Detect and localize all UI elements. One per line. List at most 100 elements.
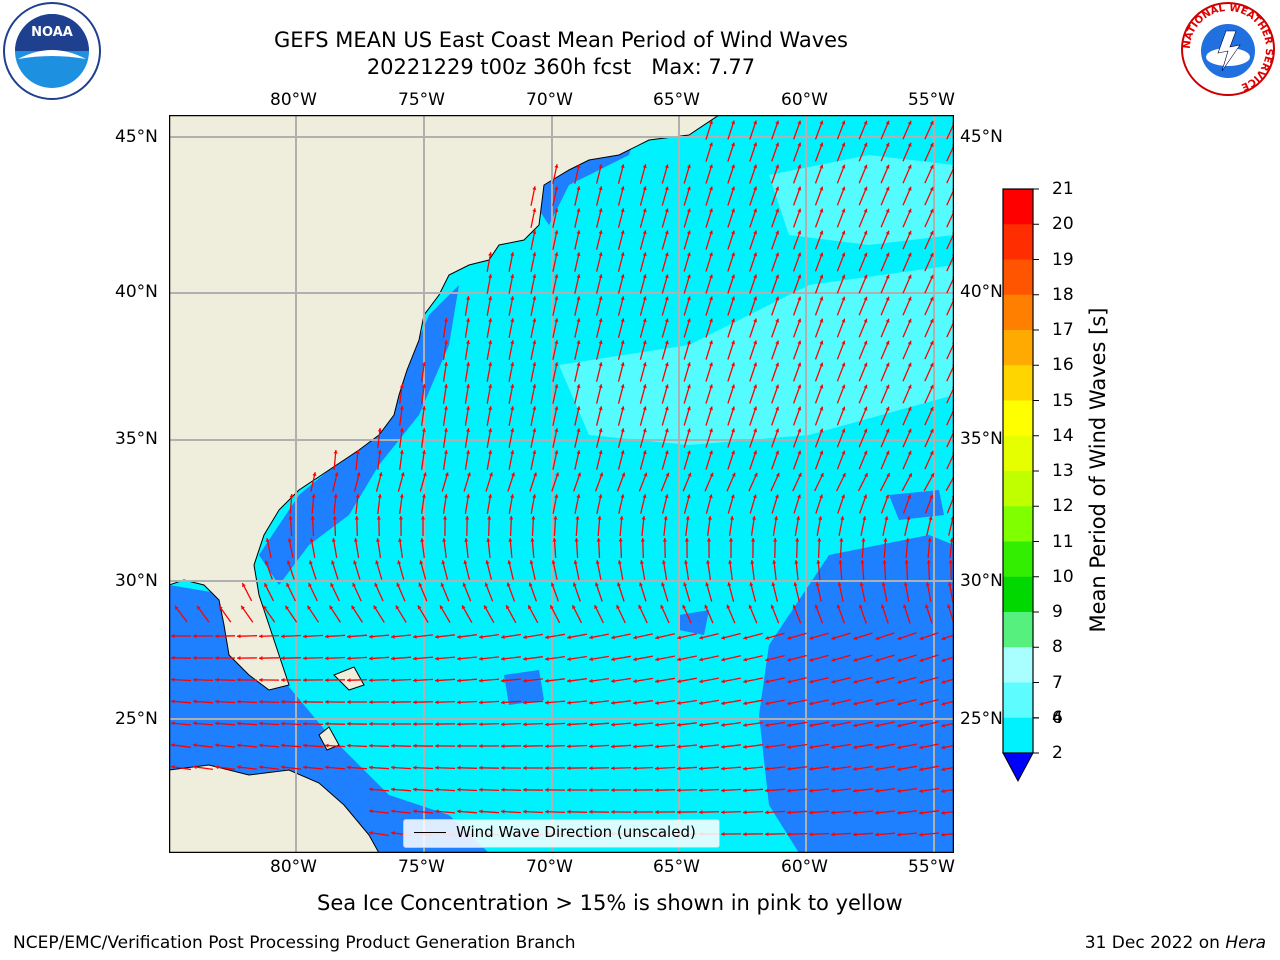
arrow-head [731,164,735,169]
arrow-head [885,274,890,279]
colorbar-tick-label: 21 [1052,179,1074,199]
arrow-head [897,679,902,684]
arrow-head [193,655,197,660]
arrow-head [554,164,559,168]
arrow-head [532,230,537,234]
arrow-head [285,605,289,610]
arrow-head [775,340,780,345]
arrow-head [417,605,422,610]
arrow-head [699,657,703,662]
arrow-head [289,494,294,498]
arrow-head [929,362,934,367]
arrow-head [875,723,879,728]
arrow-head [919,679,924,684]
arrow-head [413,743,417,748]
arrow-head [841,208,846,213]
lon-label-top: 55°W [908,90,955,110]
arrow-head [775,186,780,191]
arrow-head [863,164,868,169]
arrow-head [567,787,571,792]
arrow-head [215,677,219,682]
arrow-head [611,722,615,727]
arrow-head [831,788,835,793]
arrow-head [862,516,867,520]
arrow-head [310,516,315,520]
arrow-head [376,538,380,542]
arrow-head [639,560,644,564]
arrow-head [466,472,471,477]
arrow-head [731,472,736,477]
arrow-head [753,120,758,125]
arrow-head [863,450,868,455]
arrow-head [633,788,637,793]
arrow-head [930,473,934,478]
arrow-head [753,296,758,301]
arrow-head [439,605,444,610]
arrow-head [748,604,753,609]
arrow-head [642,384,647,389]
arrow-head [907,406,912,411]
arrow-head [775,274,780,279]
arrow-head [479,722,483,727]
arrow-head [532,252,537,256]
arrow-head [831,636,836,640]
arrow-head [215,743,219,748]
arrow-head [545,656,549,661]
arrow-head [506,582,511,587]
arrow-head [860,560,865,564]
arrow-head [706,538,711,542]
arrow-head [863,230,868,235]
arrow-head [523,766,527,771]
arrow-head [485,560,490,565]
arrow-head [907,318,912,323]
arrow-head [598,208,603,213]
colorbar-segment [1003,647,1033,683]
arrow-head [926,560,931,564]
arrow-head [721,679,725,684]
arrow-head [598,362,603,367]
arrow-head [775,230,780,235]
arrow-head [435,678,439,683]
arrow-head [885,208,890,213]
arrow-head [642,428,647,433]
arrow-head [532,384,537,388]
lat-label-left: 45°N [115,127,158,147]
colorbar-tick-label: 19 [1052,249,1074,270]
arrow-head [929,230,934,235]
arrow-head [611,700,615,705]
arrow-head [709,318,713,323]
arrow-head [664,362,669,367]
colorbar-tick-label: 13 [1052,461,1074,481]
arrow-head [853,810,857,815]
colorbar-segment [1003,435,1033,472]
arrow-head [523,809,527,814]
arrow-head [347,634,351,639]
arrow-head [765,701,769,706]
arrow-head [633,744,637,749]
arrow-head [797,428,802,433]
wave-direction-arrow [945,475,954,492]
arrow-head [619,516,624,520]
arrow-head [831,766,835,771]
arrow-head [941,701,946,706]
arrow-head [576,318,581,323]
arrow-head [309,538,314,542]
arrow-head [567,766,571,771]
arrow-head [919,789,923,793]
arrow-head [743,766,747,771]
arrow-head [443,516,448,520]
arrow-head [721,810,725,815]
arrow-head [677,635,682,640]
arrow-head [567,635,571,640]
arrow-head [699,788,703,793]
arrow-head [325,699,329,704]
arrow-head [479,787,483,792]
arrow-head [897,658,902,662]
arrow-head [743,701,747,706]
arrow-head [413,700,417,705]
arrow-head [463,560,468,565]
arrow-head [576,494,581,498]
arrow-head [488,296,493,300]
arrow-head [594,605,598,609]
arrow-head [620,318,625,323]
